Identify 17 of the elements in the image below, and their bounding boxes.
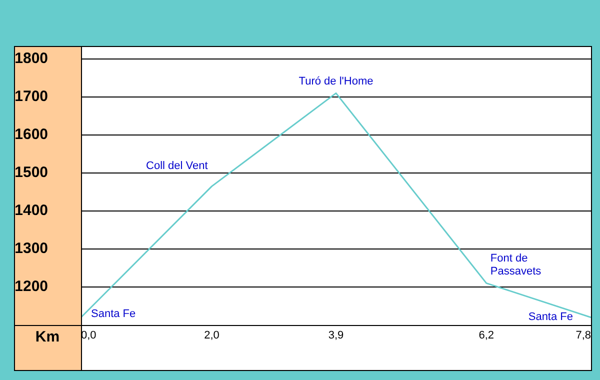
annotation: Coll del Vent — [146, 160, 208, 172]
x-tick-label: 3,9 — [328, 330, 344, 342]
x-axis-title: Km — [35, 328, 60, 346]
x-tick-label: 7,8 — [576, 330, 591, 342]
y-tick-label: 1600 — [14, 126, 48, 144]
y-tick-label: 1700 — [14, 88, 48, 106]
y-tick-label: 1200 — [14, 278, 48, 296]
x-tick-label: 2,0 — [204, 330, 220, 342]
y-tick-label: 1300 — [14, 240, 48, 258]
y-tick-label: 1500 — [14, 164, 48, 182]
annotation: Santa Fe — [528, 310, 573, 323]
annotation: Santa Fe — [91, 308, 136, 320]
y-tick-label: 1800 — [14, 50, 48, 68]
y-tick-label: 1400 — [14, 202, 48, 220]
annotation: Font de Passavets — [490, 252, 542, 278]
x-tick-label: 6,2 — [478, 330, 494, 342]
annotation: Turó de l'Home — [298, 76, 374, 88]
